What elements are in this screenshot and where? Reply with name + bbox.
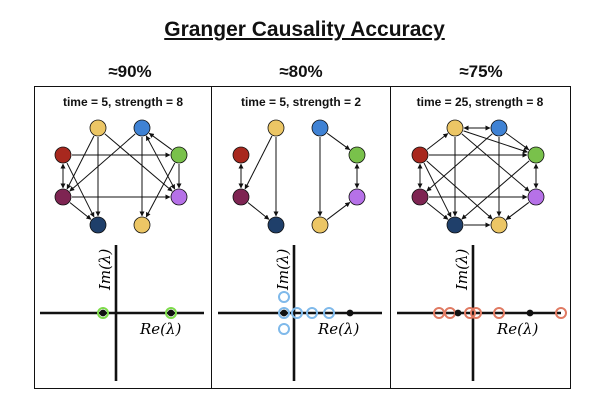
imag-axis-label-2: Im(λ) (274, 248, 292, 291)
params-label-1: time = 5, strength = 8 (62, 95, 184, 109)
eigen-ring-2-5 (306, 307, 318, 319)
edge-1-14 (145, 135, 176, 190)
accuracy-label-1: ≈90% (108, 62, 152, 81)
real-axis-label-1: Re(λ) (139, 320, 182, 338)
eigen-ring-3-5 (493, 307, 505, 319)
eigen-ring-1-2 (165, 307, 177, 319)
edge-2-1 (244, 135, 273, 190)
params-label-2: time = 5, strength = 2 (240, 95, 362, 109)
edge-3-4 (461, 133, 530, 192)
node-2-maroon (232, 188, 250, 206)
accuracy-label-2: ≈80% (279, 62, 323, 81)
edge-3-14 (426, 202, 449, 220)
eigen-dot-1-2 (167, 309, 175, 317)
node-2-green (348, 146, 366, 164)
eigen-ring-2-1 (278, 291, 290, 303)
edge-2-4 (247, 202, 270, 220)
eigen-dot-2-2 (346, 309, 354, 317)
real-axis-label-2: Re(λ) (317, 320, 360, 338)
edge-2-8 (326, 202, 351, 220)
edge-3-2 (426, 133, 449, 150)
node-1-yellow (89, 119, 107, 137)
eigen-ring-2-2 (278, 307, 290, 319)
edge-3-16 (505, 202, 530, 220)
node-3-yellow2 (490, 216, 508, 234)
node-1-blue (133, 119, 151, 137)
accuracy-label-3: ≈75% (459, 62, 503, 81)
node-3-green (527, 146, 545, 164)
edge-3-13 (461, 160, 530, 220)
edge-3-10 (426, 160, 493, 220)
eigen-ring-1-1 (97, 307, 109, 319)
node-2-yellow2 (311, 216, 329, 234)
node-2-red (232, 146, 250, 164)
edge-1-4 (69, 133, 136, 192)
node-1-green (170, 146, 188, 164)
node-3-yellow (446, 119, 464, 137)
node-2-violet (348, 188, 366, 206)
node-2-yellow (267, 119, 285, 137)
eigen-ring-2-4 (291, 307, 303, 319)
node-2-blue (311, 119, 329, 137)
panel-3 (390, 86, 571, 389)
edge-3-6 (426, 133, 493, 192)
edge-1-3 (66, 135, 95, 190)
edge-2-5 (326, 132, 351, 151)
node-1-yellow2 (133, 216, 151, 234)
eigen-ring-2-6 (323, 307, 335, 319)
imag-axis-label-3: Im(λ) (453, 248, 471, 291)
eigen-ring-3-6 (555, 307, 567, 319)
edge-1-9 (66, 162, 95, 218)
eigen-ring-3-3 (464, 307, 476, 319)
edge-1-10 (69, 202, 92, 220)
eigen-dot-2-1 (280, 309, 288, 317)
eigen-dot-3-2 (526, 309, 534, 317)
real-axis-label-3: Re(λ) (496, 320, 539, 338)
node-3-red (411, 146, 429, 164)
figure-title: Granger Causality Accuracy (164, 18, 445, 41)
node-3-violet (527, 188, 545, 206)
eigen-dot-3-1 (454, 309, 462, 317)
params-label-3: time = 25, strength = 8 (416, 95, 544, 109)
eigen-ring-3-4 (470, 307, 482, 319)
node-1-navy (89, 216, 107, 234)
edge-3-11 (423, 162, 452, 218)
imag-axis-label-1: Im(λ) (96, 248, 114, 291)
eigen-ring-2-3 (278, 323, 290, 335)
edge-3-5 (505, 132, 530, 151)
node-1-red (54, 146, 72, 164)
edge-3-18 (463, 130, 528, 154)
node-1-maroon (54, 188, 72, 206)
node-1-violet (170, 188, 188, 206)
node-3-navy (446, 216, 464, 234)
node-3-blue (490, 119, 508, 137)
node-3-maroon (411, 188, 429, 206)
eigen-dot-1-1 (99, 309, 107, 317)
node-2-navy (267, 216, 285, 234)
